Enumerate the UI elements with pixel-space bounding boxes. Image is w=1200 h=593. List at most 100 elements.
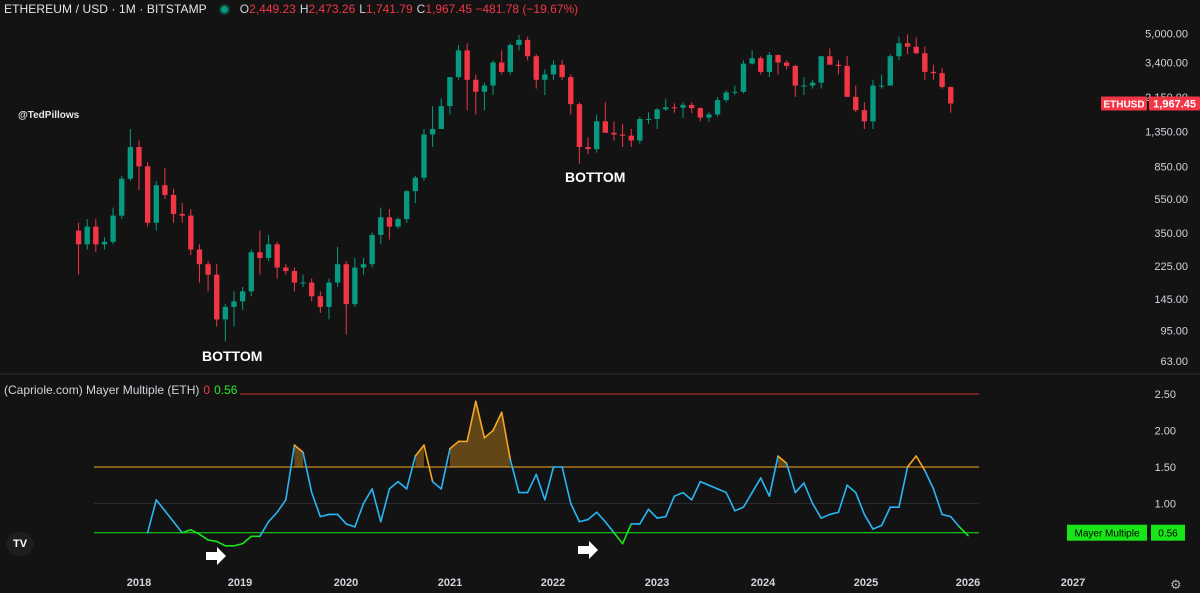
mayer-line-segment (854, 491, 866, 516)
candle-body (818, 56, 824, 83)
candle (196, 244, 203, 283)
candle (637, 116, 643, 144)
time-tick-label: 2024 (751, 577, 776, 589)
candle-body (680, 104, 686, 108)
candle (507, 43, 513, 75)
indicator-fill (294, 401, 787, 467)
candle-body (559, 64, 565, 78)
candle (265, 234, 272, 262)
candle-body (524, 39, 531, 57)
candle-body (801, 85, 807, 87)
mayer-line-segment (379, 488, 391, 523)
candle (412, 175, 419, 204)
candle-body (360, 264, 367, 268)
candle-body (766, 54, 773, 72)
candle-body (205, 264, 211, 275)
mayer-line-segment (742, 491, 753, 508)
candle-body (464, 50, 470, 80)
candle-body (153, 185, 159, 223)
mayer-line-segment (483, 429, 494, 439)
candle (680, 102, 686, 119)
symbol-title[interactable]: ETHEREUM / USD · 1M · BITSTAMP (4, 2, 207, 16)
tradingview-logo-icon[interactable]: TV (6, 532, 34, 556)
candle-body (421, 134, 427, 178)
candle (628, 128, 634, 148)
mayer-line-segment (293, 444, 304, 454)
mayer-line-segment (716, 488, 728, 494)
candle-body (162, 185, 168, 195)
mayer-line-segment (751, 477, 762, 494)
candle-body (939, 73, 945, 88)
candle-body (688, 104, 695, 109)
candle (619, 123, 626, 148)
candle (248, 249, 254, 297)
candle-body (473, 79, 479, 92)
candle (378, 207, 384, 245)
candle-body (75, 230, 82, 245)
candle (723, 90, 729, 103)
candle-body (637, 118, 643, 141)
mayer-line-segment (587, 511, 598, 521)
candle (490, 60, 496, 96)
candle (464, 43, 470, 111)
mayer-line-segment (958, 526, 969, 537)
candle-body (948, 87, 954, 104)
candle (533, 54, 539, 89)
high-value: 2,473.26 (308, 2, 356, 16)
candle (481, 82, 488, 111)
mayer-line-segment (276, 499, 287, 514)
gear-icon[interactable]: ⚙ (1170, 577, 1182, 592)
indicator-levels (94, 393, 979, 534)
candle-body (533, 56, 539, 80)
open-label: O (239, 2, 250, 16)
mayer-line-segment (604, 520, 615, 534)
mayer-line-segment (621, 523, 633, 545)
candle-body (904, 43, 911, 47)
mayer-line-segment (837, 484, 848, 514)
mayer-line-segment (319, 513, 330, 518)
candle-body (119, 178, 125, 216)
mayer-line-segment (759, 477, 771, 498)
mayer-line-segment (285, 444, 296, 501)
candle-body (265, 244, 272, 258)
candle-body (222, 306, 229, 320)
candle (473, 74, 479, 115)
close-value: 1,967.45 −481.78 (−19.67%) (425, 2, 579, 16)
price-tick-label: 5,000.00 (1145, 29, 1188, 41)
candle-body (214, 274, 220, 320)
mayer-line-segment (431, 480, 443, 490)
mayer-line-segment (198, 533, 209, 541)
mayer-line-segment (699, 480, 710, 487)
mayer-line-segment (259, 520, 270, 538)
candle (913, 37, 919, 55)
mayer-line-segment (595, 511, 607, 523)
mayer-line-segment (639, 508, 650, 525)
candle (801, 77, 807, 96)
candle-body (343, 264, 349, 305)
time-tick-label: 2025 (854, 577, 878, 589)
mayer-line-segment (500, 411, 512, 461)
candle-body (274, 244, 280, 268)
mayer-line-segment (872, 524, 883, 530)
candle-body (775, 54, 781, 63)
mayer-line-segment (423, 444, 434, 483)
candle (326, 278, 332, 320)
price-tick-label: 95.00 (1160, 325, 1188, 337)
mayer-line-segment (397, 480, 408, 490)
indicator-header[interactable]: (Capriole.com) Mayer Multiple (ETH) 0 0.56 (4, 383, 237, 397)
candle-body (913, 46, 919, 54)
mayer-line-segment (708, 484, 719, 490)
mayer-line-segment (267, 511, 278, 523)
candle-body (412, 177, 419, 192)
chart-header: ETHEREUM / USD · 1M · BITSTAMP O 2,449.23… (4, 2, 582, 16)
candle-body (697, 108, 703, 118)
high-label: H (299, 2, 309, 16)
mayer-line-segment (345, 523, 356, 528)
mayer-line-segment (354, 502, 365, 528)
candle (162, 168, 168, 199)
price-tick-label: 550.00 (1154, 194, 1188, 206)
mayer-line-segment (414, 444, 425, 457)
candles (75, 34, 954, 342)
candle-body (870, 85, 876, 122)
mayer-line-segment (336, 513, 348, 525)
